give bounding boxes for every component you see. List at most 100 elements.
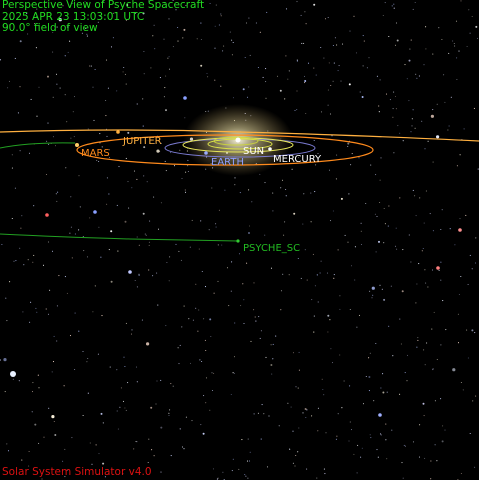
star bbox=[205, 349, 207, 352]
star bbox=[255, 22, 257, 24]
star bbox=[432, 230, 434, 232]
star bbox=[401, 462, 403, 464]
star bbox=[64, 448, 66, 450]
star bbox=[86, 256, 89, 258]
star bbox=[177, 40, 179, 42]
star bbox=[207, 76, 209, 78]
star bbox=[397, 125, 399, 127]
star bbox=[356, 472, 358, 474]
star bbox=[218, 24, 220, 26]
star bbox=[304, 82, 306, 84]
star bbox=[287, 78, 289, 80]
star bbox=[424, 148, 426, 150]
star bbox=[412, 441, 415, 443]
star bbox=[99, 15, 101, 17]
star bbox=[402, 140, 404, 142]
star bbox=[423, 222, 425, 224]
star bbox=[95, 444, 97, 446]
star bbox=[179, 428, 181, 430]
star bbox=[185, 416, 187, 418]
star bbox=[107, 154, 109, 156]
star bbox=[184, 189, 186, 191]
psyche-trajectory bbox=[0, 233, 239, 242]
star bbox=[460, 472, 462, 475]
star bbox=[84, 1, 86, 3]
star bbox=[424, 364, 426, 366]
star bbox=[363, 40, 365, 42]
star bbox=[357, 444, 359, 446]
star bbox=[67, 51, 69, 53]
star bbox=[415, 302, 417, 304]
star bbox=[110, 280, 113, 283]
star bbox=[52, 136, 55, 138]
star bbox=[466, 45, 468, 48]
star bbox=[106, 177, 108, 179]
star bbox=[421, 120, 423, 122]
star bbox=[138, 273, 140, 275]
star bbox=[248, 232, 250, 234]
star bbox=[116, 90, 118, 92]
star bbox=[66, 469, 68, 471]
star bbox=[419, 197, 421, 199]
jupiter-orbit bbox=[0, 129, 479, 142]
star bbox=[440, 344, 442, 346]
star bbox=[30, 301, 32, 303]
star bbox=[467, 283, 469, 286]
star bbox=[412, 8, 414, 10]
star bbox=[153, 142, 155, 145]
star bbox=[183, 28, 186, 31]
star bbox=[374, 213, 376, 215]
star bbox=[215, 226, 217, 228]
star bbox=[11, 217, 13, 220]
star bbox=[396, 39, 399, 42]
star bbox=[58, 275, 60, 277]
star bbox=[340, 80, 342, 82]
star bbox=[28, 465, 30, 467]
star bbox=[450, 96, 452, 98]
star bbox=[313, 315, 315, 317]
star bbox=[142, 12, 145, 15]
star bbox=[471, 268, 473, 270]
star bbox=[430, 478, 432, 480]
star bbox=[343, 380, 345, 382]
star bbox=[247, 477, 249, 479]
mars-orbit bbox=[76, 134, 374, 166]
star bbox=[96, 159, 98, 161]
star bbox=[443, 74, 445, 76]
star bbox=[271, 373, 273, 375]
star bbox=[239, 192, 241, 194]
star bbox=[232, 458, 234, 460]
star bbox=[344, 234, 346, 236]
star bbox=[71, 437, 73, 439]
jupiter-marker bbox=[116, 130, 120, 134]
star bbox=[444, 429, 446, 431]
star bbox=[477, 168, 479, 170]
star bbox=[290, 406, 292, 408]
star bbox=[92, 86, 94, 88]
star bbox=[469, 254, 471, 256]
star bbox=[469, 432, 471, 435]
star bbox=[378, 105, 380, 107]
star bbox=[93, 210, 97, 214]
star bbox=[335, 438, 337, 440]
star bbox=[49, 289, 51, 291]
star bbox=[402, 249, 404, 251]
star bbox=[14, 187, 16, 189]
star bbox=[175, 9, 177, 11]
star bbox=[127, 131, 130, 134]
star bbox=[233, 356, 236, 358]
star bbox=[138, 244, 140, 246]
mars-label: MARS bbox=[81, 148, 110, 159]
star bbox=[246, 96, 249, 98]
star bbox=[125, 19, 127, 21]
star bbox=[272, 358, 274, 360]
star bbox=[396, 248, 398, 250]
star bbox=[349, 421, 351, 423]
star bbox=[102, 422, 104, 424]
star bbox=[42, 264, 45, 266]
star bbox=[393, 152, 395, 154]
star bbox=[284, 221, 286, 223]
star bbox=[279, 89, 282, 92]
star bbox=[203, 318, 205, 320]
star bbox=[402, 477, 404, 479]
